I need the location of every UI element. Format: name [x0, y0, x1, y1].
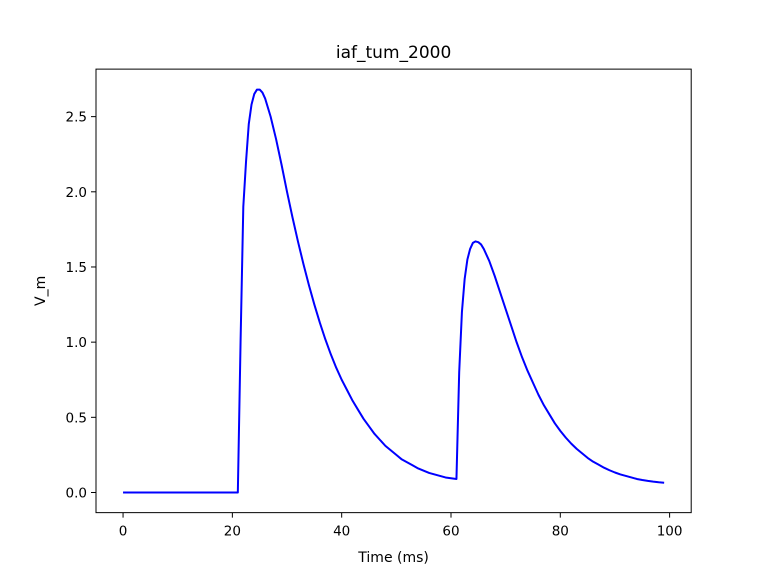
y-tick-label: 2.0: [66, 185, 87, 201]
axes-frame: [95, 68, 692, 514]
x-axis-title: Time (ms): [357, 550, 429, 566]
x-tick-label: 40: [333, 524, 350, 540]
x-tick-label: 100: [657, 524, 683, 540]
y-axis-ticks: 0.0 0.5 1.0 1.5 2.0 2.5: [66, 110, 96, 501]
y-tick-label: 1.5: [66, 260, 87, 276]
y-tick-label: 1.0: [66, 335, 87, 351]
y-tick-label: 2.5: [66, 110, 87, 126]
y-axis-title: V_m: [33, 276, 49, 306]
y-tick-label: 0.5: [66, 410, 87, 426]
series-line-v-m: [123, 88, 665, 494]
x-tick-label: 20: [224, 524, 241, 540]
x-tick-label: 80: [552, 524, 569, 540]
y-tick-label: 0.0: [66, 485, 87, 501]
chart-title: iaf_tum_2000: [336, 43, 451, 63]
x-tick-label: 60: [442, 524, 459, 540]
x-axis-ticks: 0 20 40 60 80 100: [119, 512, 683, 540]
x-tick-label: 0: [119, 524, 128, 540]
